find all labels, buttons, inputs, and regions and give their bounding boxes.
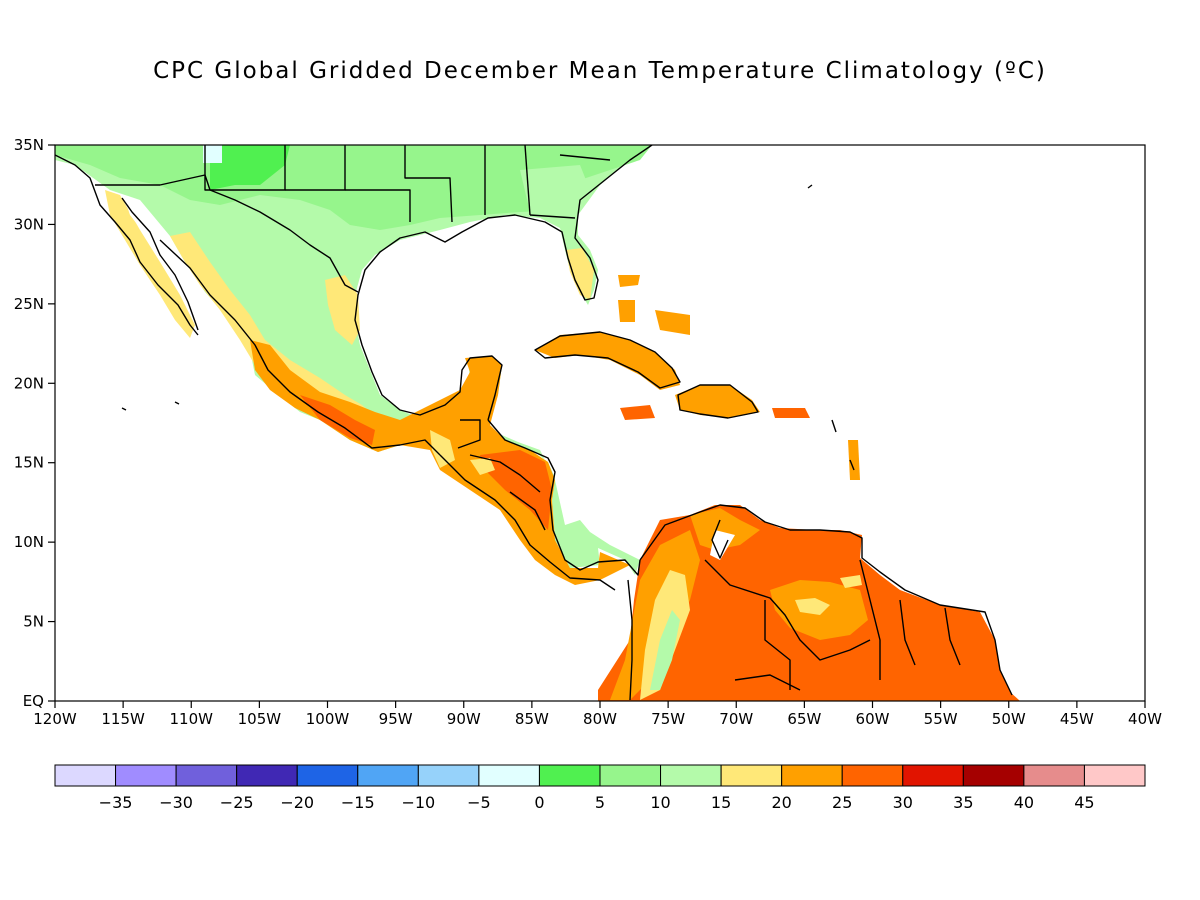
colorbar-swatch xyxy=(962,764,1025,787)
colorbar-label: −10 xyxy=(401,793,435,812)
lat-tick-label: 5N xyxy=(23,613,44,631)
colorbar-swatch xyxy=(660,764,722,787)
colorbar-swatch xyxy=(417,764,480,787)
lon-tick-label: 110W xyxy=(170,710,214,728)
colorbar-label: 0 xyxy=(534,793,544,812)
colorbar-label: −35 xyxy=(99,793,133,812)
colorbar-swatch xyxy=(54,764,117,787)
lon-tick-label: 95W xyxy=(379,710,413,728)
lat-tick-label: 10N xyxy=(14,533,44,551)
lat-tick-label: 30N xyxy=(14,215,44,233)
colorbar-swatch xyxy=(478,764,540,787)
coastlines-borders xyxy=(55,145,1013,701)
colorbar-label: 10 xyxy=(650,793,670,812)
lon-tick-label: 55W xyxy=(924,710,958,728)
lat-tick-label: EQ xyxy=(23,692,44,710)
lon-tick-label: 40W xyxy=(1128,710,1162,728)
colorbar-label: −15 xyxy=(341,793,375,812)
colorbar-swatch xyxy=(720,764,783,787)
lat-tick-label: 15N xyxy=(14,454,44,472)
colorbar-label: −25 xyxy=(220,793,254,812)
colorbar-swatch xyxy=(1083,764,1146,787)
colorbar-swatch xyxy=(357,764,419,787)
lat-tick-label: 35N xyxy=(14,136,44,154)
lon-tick-label: 75W xyxy=(651,710,685,728)
lon-tick-label: 65W xyxy=(787,710,821,728)
lon-tick-label: 100W xyxy=(306,710,350,728)
colorbar-label: 40 xyxy=(1014,793,1034,812)
colorbar-label: −30 xyxy=(159,793,193,812)
temperature-fill xyxy=(55,145,1020,701)
colorbar-swatch xyxy=(1023,764,1085,787)
north-america-land xyxy=(55,145,652,575)
colorbar: −35 −30 −25 −20 −15 −10 −5 0 5 10 15 20 25 30 35 40 45 xyxy=(54,764,1146,812)
map-axes: 120W 115W 110W 105W 100W 95W 90W 85W 80W 75W 70W 65… xyxy=(14,136,1162,728)
colorbar-label: 30 xyxy=(893,793,913,812)
colorbar-swatch xyxy=(538,764,601,787)
colorbar-swatch xyxy=(841,764,904,787)
colorbar-swatch xyxy=(781,764,843,787)
colorbar-label: 25 xyxy=(832,793,852,812)
colorbar-swatch xyxy=(115,764,177,787)
map-title: CPC Global Gridded December Mean Tempera… xyxy=(153,58,1047,84)
colorbar-label: −5 xyxy=(467,793,491,812)
lon-tick-label: 70W xyxy=(719,710,753,728)
lon-tick-label: 120W xyxy=(33,710,77,728)
colorbar-swatch xyxy=(175,764,238,787)
colorbar-swatch xyxy=(236,764,298,787)
colorbar-swatch xyxy=(599,764,662,787)
colorbar-label: −20 xyxy=(280,793,314,812)
lat-tick-label: 20N xyxy=(14,374,44,392)
colorbar-label: 5 xyxy=(595,793,605,812)
lat-tick-label: 25N xyxy=(14,295,44,313)
lon-tick-label: 45W xyxy=(1060,710,1094,728)
lon-tick-label: 85W xyxy=(515,710,549,728)
colorbar-label: 35 xyxy=(953,793,973,812)
lon-tick-label: 50W xyxy=(992,710,1026,728)
lon-tick-label: 80W xyxy=(583,710,617,728)
colorbar-swatch xyxy=(296,764,359,787)
lon-tick-label: 115W xyxy=(101,710,145,728)
colorbar-label: 45 xyxy=(1074,793,1094,812)
colorbar-swatch xyxy=(902,764,964,787)
lon-tick-label: 60W xyxy=(856,710,890,728)
colorbar-label: 20 xyxy=(771,793,791,812)
colorbar-label: 15 xyxy=(711,793,731,812)
lon-tick-label: 90W xyxy=(447,710,481,728)
lon-tick-label: 105W xyxy=(238,710,282,728)
